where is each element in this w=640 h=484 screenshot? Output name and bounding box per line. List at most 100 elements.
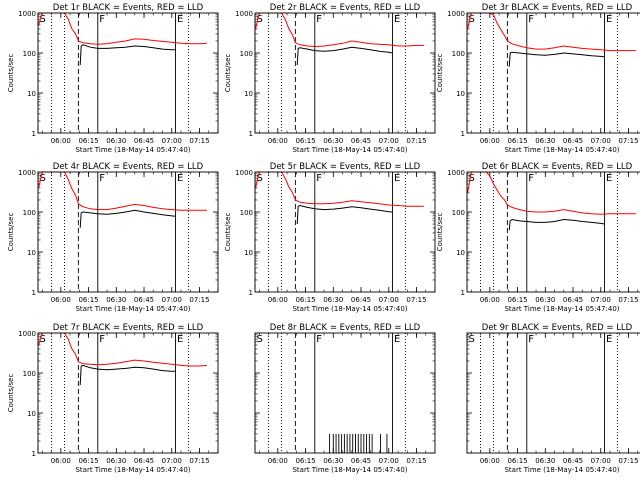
x-axis-label: Start Time (18-May-14 05:47:40) — [292, 305, 407, 313]
series-line-events — [79, 209, 176, 228]
x-tick-label: 06:00 — [480, 457, 500, 465]
marker-label-f: F — [316, 334, 322, 345]
x-tick-label: 06:30 — [323, 137, 343, 145]
y-tick-label: 1000 — [18, 330, 36, 338]
y-tick-label: 100 — [23, 209, 36, 217]
x-tick-label: 06:45 — [351, 137, 371, 145]
series-line-events — [296, 46, 393, 66]
y-tick-label: 1000 — [235, 169, 253, 177]
x-axis-label: Start Time (18-May-14 05:47:40) — [75, 305, 190, 313]
marker-label-s: S — [257, 14, 263, 25]
x-tick-label: 06:15 — [295, 296, 315, 304]
series-line-events — [508, 218, 605, 231]
x-tick-label: 06:45 — [351, 457, 371, 465]
y-tick-label: 100 — [452, 209, 465, 217]
x-tick-label: 06:30 — [106, 296, 126, 304]
x-tick-label: 06:15 — [507, 296, 527, 304]
panel-title: Det 4r BLACK = Events, RED = LLD — [53, 162, 204, 172]
x-tick-label: 07:15 — [189, 137, 209, 145]
x-tick-label: 07:00 — [162, 296, 182, 304]
marker-label-f: F — [528, 334, 534, 345]
y-tick-label: 1 — [461, 130, 465, 138]
y-axis-label: Counts/sec — [224, 213, 232, 252]
y-tick-label: 10 — [27, 410, 36, 418]
marker-label-s: S — [469, 334, 475, 345]
x-tick-label: 07:00 — [162, 457, 182, 465]
x-tick-label: 06:00 — [268, 296, 288, 304]
y-tick-label: 1 — [249, 289, 253, 297]
x-tick-label: 07:15 — [189, 457, 209, 465]
x-tick-label: 06:00 — [51, 457, 71, 465]
panel-det-7r: Det 7r BLACK = Events, RED = LLD Counts/s… — [7, 323, 219, 474]
x-tick-label: 06:30 — [535, 137, 555, 145]
plot-frame — [254, 171, 436, 293]
y-tick-label: 1 — [32, 130, 36, 138]
marker-label-s: S — [40, 14, 46, 25]
panel-title: Det 9r BLACK = Events, RED = LLD — [482, 323, 633, 333]
x-tick-label: 06:15 — [78, 137, 98, 145]
x-axis-label: Start Time (18-May-14 05:47:40) — [504, 466, 619, 474]
marker-label-e: E — [394, 334, 400, 345]
marker-label-s: S — [469, 14, 475, 25]
x-tick-label: 06:30 — [323, 296, 343, 304]
y-tick-label: 100 — [23, 370, 36, 378]
marker-label-e: E — [394, 173, 400, 184]
x-axis-label: Start Time (18-May-14 05:47:40) — [292, 146, 407, 154]
y-tick-label: 100 — [23, 50, 36, 58]
plot-frame — [37, 332, 219, 454]
panel-title: Det 8r BLACK = Events, RED = LLD — [270, 323, 421, 333]
x-tick-label: 06:15 — [295, 457, 315, 465]
x-tick-label: 06:45 — [134, 296, 154, 304]
y-tick-label: 100 — [452, 50, 465, 58]
x-tick-label: 06:00 — [480, 137, 500, 145]
x-axis-label: Start Time (18-May-14 05:47:40) — [292, 466, 407, 474]
panel-title: Det 2r BLACK = Events, RED = LLD — [270, 3, 421, 13]
panel-det-5r: Det 5r BLACK = Events, RED = LLD Counts/s… — [224, 162, 436, 313]
x-tick-label: 06:00 — [51, 296, 71, 304]
panel-det-8r: Det 8r BLACK = Events, RED = LLD 06:00 06:… — [254, 323, 436, 474]
y-tick-label: 100 — [240, 50, 253, 58]
plot-frame — [254, 332, 436, 454]
y-tick-label: 10 — [27, 90, 36, 98]
x-tick-label: 07:15 — [189, 296, 209, 304]
y-tick-label: 10 — [456, 90, 465, 98]
x-tick-label: 07:00 — [591, 457, 611, 465]
plot-frame — [37, 12, 219, 134]
x-tick-label: 06:45 — [563, 296, 583, 304]
panel-det-1r: Det 1r BLACK = Events, RED = LLD Counts/s… — [7, 3, 219, 154]
series-line-events — [508, 51, 605, 67]
marker-label-e: E — [606, 14, 612, 25]
y-tick-label: 1 — [32, 289, 36, 297]
marker-label-f: F — [99, 334, 105, 345]
x-tick-label: 06:30 — [106, 137, 126, 145]
x-tick-label: 06:15 — [507, 457, 527, 465]
series-line-events — [79, 364, 176, 386]
x-tick-label: 06:00 — [480, 296, 500, 304]
plot-frame — [466, 12, 640, 134]
y-tick-label: 1000 — [18, 10, 36, 18]
y-axis-label: Counts/sec — [7, 374, 15, 413]
marker-label-e: E — [606, 173, 612, 184]
x-tick-label: 07:00 — [162, 137, 182, 145]
panel-title: Det 5r BLACK = Events, RED = LLD — [270, 162, 421, 172]
x-tick-label: 06:00 — [268, 457, 288, 465]
x-tick-label: 06:15 — [78, 296, 98, 304]
y-axis-label: Counts/sec — [7, 213, 15, 252]
x-tick-label: 07:00 — [379, 137, 399, 145]
plot-frame — [466, 171, 640, 293]
x-axis-label: Start Time (18-May-14 05:47:40) — [75, 466, 190, 474]
x-axis-label: Start Time (18-May-14 05:47:40) — [75, 146, 190, 154]
x-tick-label: 07:15 — [618, 296, 638, 304]
y-axis-label: Counts/sec — [436, 213, 444, 252]
y-tick-label: 1000 — [447, 169, 465, 177]
x-tick-label: 07:00 — [379, 296, 399, 304]
x-tick-label: 07:00 — [379, 457, 399, 465]
panel-title: Det 6r BLACK = Events, RED = LLD — [482, 162, 633, 172]
x-axis-label: Start Time (18-May-14 05:47:40) — [504, 146, 619, 154]
marker-label-f: F — [99, 14, 105, 25]
y-tick-label: 1 — [461, 289, 465, 297]
plot-frame — [37, 171, 219, 293]
series-line-events — [296, 204, 393, 225]
